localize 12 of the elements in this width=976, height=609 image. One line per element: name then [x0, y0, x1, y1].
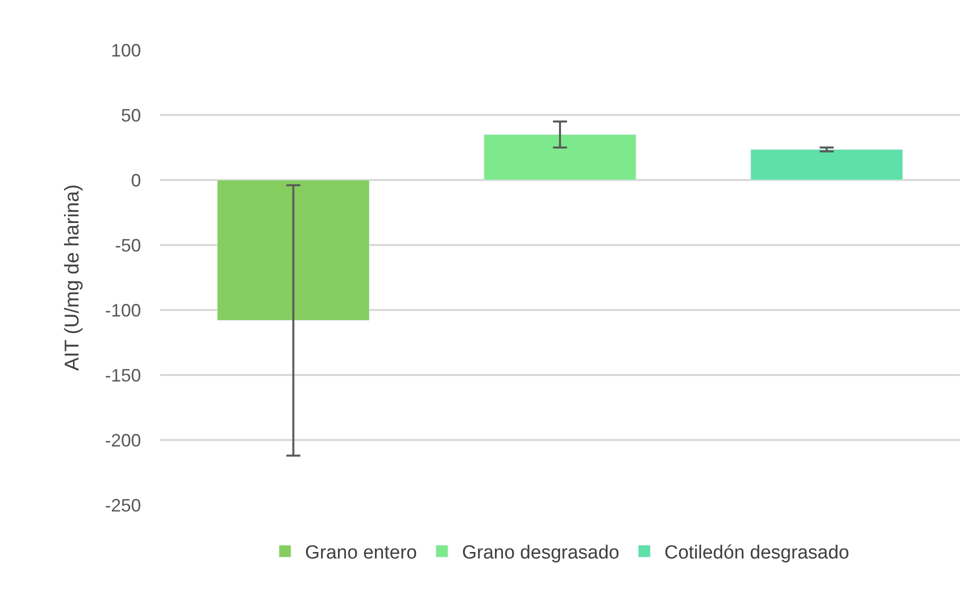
- y-tick-label: -50: [114, 235, 141, 256]
- legend-label: Cotiledón desgrasado: [664, 542, 850, 564]
- y-tick-label: 100: [110, 40, 141, 60]
- y-axis-title: AIT (U/mg de harina): [61, 184, 84, 371]
- y-tick-label: -200: [104, 430, 141, 450]
- y-tick-label: -250: [104, 495, 141, 516]
- legend-label: Grano entero: [305, 542, 417, 564]
- y-tick-label: 50: [120, 105, 141, 126]
- y-tick-label: -150: [104, 365, 141, 386]
- y-tick-label: -100: [104, 300, 141, 320]
- y-tick-label: 0: [130, 170, 141, 190]
- legend-label: Grano desgrasado: [462, 542, 620, 564]
